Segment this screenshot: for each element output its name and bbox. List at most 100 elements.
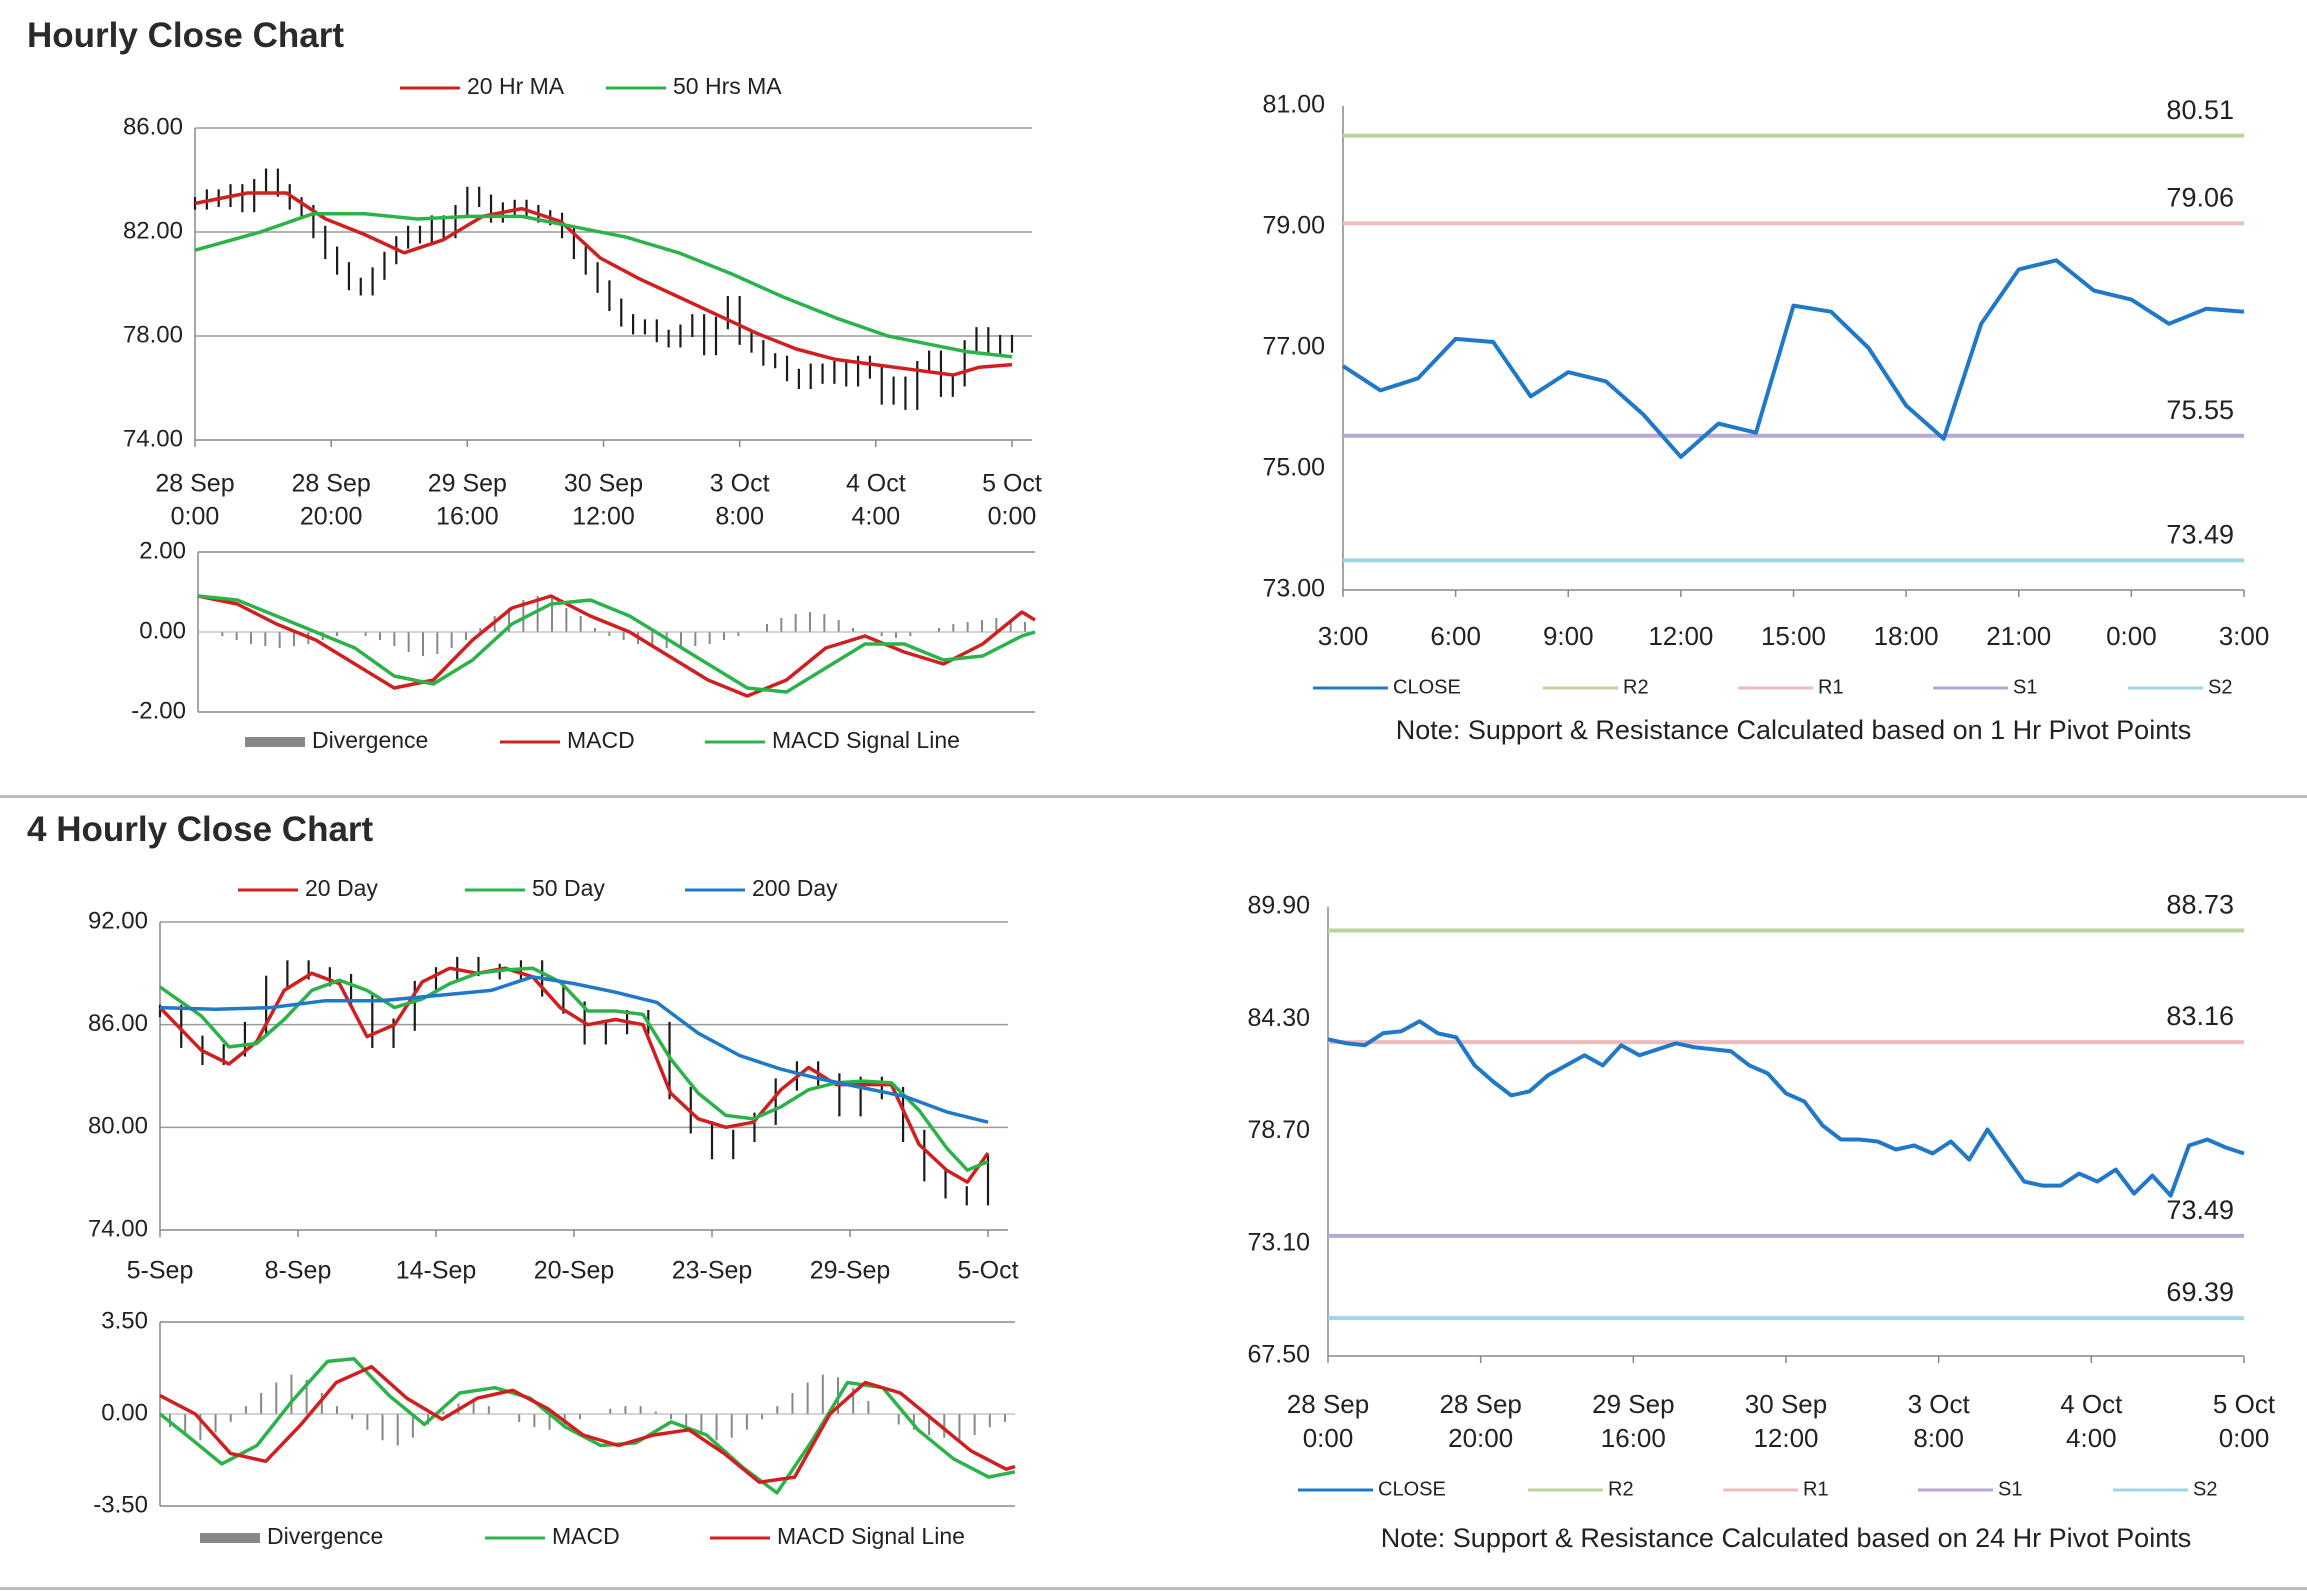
- four-hourly-macd-ytick-label: 0.00: [101, 1399, 148, 1426]
- four-hourly-price-ytick-label: 74.00: [88, 1215, 148, 1242]
- four-hourly-price-xtick-label: 8-Sep: [265, 1257, 332, 1285]
- hourly-price-ytick-label: 78.00: [123, 321, 183, 348]
- hourly-pivot-ytick-label: 77.00: [1262, 333, 1325, 361]
- hourly-macd-legend-0-label: Divergence: [312, 727, 428, 753]
- hourly-pivot-xtick-label: 3:00: [2219, 621, 2270, 651]
- hourly-price-legend-1-label: 50 Hrs MA: [673, 73, 782, 99]
- four-hourly-pivot-ytick-label: 78.70: [1247, 1116, 1310, 1144]
- hourly-price-xtick-label: 29 Sep: [428, 470, 507, 498]
- hourly-pivot-legend-label-r2: R2: [1623, 676, 1649, 698]
- bottom-divider: [0, 1587, 2307, 1590]
- four-hourly-price-ytick-label: 92.00: [88, 907, 148, 934]
- hourly-pivot-note: Note: Support & Resistance Calculated ba…: [1396, 715, 2191, 745]
- four-hourly-pivot-level-label-r1: 83.16: [2166, 1001, 2234, 1031]
- four-hourly-pivot-legend-label-s2: S2: [2193, 1478, 2217, 1500]
- four-hourly-pivot-legend-label-s1: S1: [1998, 1478, 2022, 1500]
- four-hourly-pivot-xtick-label: 28 Sep: [1287, 1389, 1369, 1419]
- four-hourly-pivot-level-label-s1: 73.49: [2166, 1195, 2234, 1225]
- four-hourly-pivot-level-label-r2: 88.73: [2166, 890, 2234, 920]
- hourly-price-xtick-label: 28 Sep: [292, 470, 371, 498]
- hourly-macd-ytick-label: 0.00: [139, 617, 186, 644]
- four-hourly-price-legend-2-label: 200 Day: [752, 875, 838, 901]
- four-hourly-pivot-xtick-label: 4 Oct: [2060, 1389, 2123, 1419]
- four-hourly-pivot-ytick-label: 84.30: [1247, 1004, 1310, 1032]
- hourly-price-xtick-label: 8:00: [715, 503, 764, 531]
- hourly-macd-series-macd-signal-line: [197, 594, 1036, 694]
- four-hourly-macd-series-macd: [158, 1357, 1016, 1495]
- hourly-price-series-20-hr-ma: [194, 191, 1013, 377]
- hourly-price-xtick-label: 4 Oct: [846, 470, 906, 498]
- four-hourly-price-legend-1-label: 50 Day: [532, 875, 605, 901]
- hourly-pivot-level-label-s2: 73.49: [2166, 519, 2234, 549]
- hourly-pivot-legend-label-close: CLOSE: [1393, 676, 1461, 698]
- hourly-price-ytick-label: 74.00: [123, 425, 183, 452]
- hourly-pivot-ytick-label: 79.00: [1262, 212, 1325, 240]
- four-hourly-pivot-legend-label-r2: R2: [1608, 1478, 1634, 1500]
- hourly-pivot-level-label-r2: 80.51: [2166, 95, 2234, 125]
- four-hourly-price-xtick-label: 20-Sep: [534, 1257, 615, 1285]
- four-hourly-pivot-legend-label-r1: R1: [1803, 1478, 1829, 1500]
- four-hourly-pivot-ytick-label: 67.50: [1247, 1341, 1310, 1369]
- four-hourly-pivot-xtick-label: 29 Sep: [1592, 1389, 1674, 1419]
- hourly-macd-legend-2-label: MACD Signal Line: [772, 727, 960, 753]
- hourly-price-legend-0-label: 20 Hr MA: [467, 73, 565, 99]
- hourly-pivot-ytick-label: 75.00: [1262, 454, 1325, 482]
- four-hourly-macd-legend-0-label: Divergence: [267, 1523, 383, 1549]
- hourly-price-xtick-label: 12:00: [572, 503, 635, 531]
- four-hourly-pivot-xtick-label: 0:00: [2219, 1423, 2270, 1453]
- four-hourly-pivot-xtick-label: 8:00: [1913, 1423, 1964, 1453]
- four-hourly-price-series-20-day: [158, 966, 990, 1184]
- four-hourly-price-xtick-label: 23-Sep: [672, 1257, 753, 1285]
- hourly-pivot-ytick-label: 73.00: [1262, 575, 1325, 603]
- hourly-price-xtick-label: 0:00: [171, 503, 220, 531]
- hourly-pivot-level-label-r1: 79.06: [2166, 182, 2234, 212]
- four-hourly-pivot-xtick-label: 0:00: [1303, 1423, 1354, 1453]
- hourly-macd-legend-0-swatch: [245, 737, 305, 747]
- hourly-pivot-legend-label-s1: S1: [2013, 676, 2037, 698]
- hourly-pivot-legend-label-s2: S2: [2208, 676, 2232, 698]
- hourly-price-ytick-label: 86.00: [123, 113, 183, 140]
- four-hourly-pivot-xtick-label: 16:00: [1601, 1423, 1666, 1453]
- four-hourly-price-ytick-label: 80.00: [88, 1113, 148, 1140]
- four-hourly-pivot-legend-label-close: CLOSE: [1378, 1478, 1446, 1500]
- four-hourly-pivot-xtick-label: 20:00: [1448, 1423, 1513, 1453]
- four-hourly-pivot-level-label-s2: 69.39: [2166, 1277, 2234, 1307]
- four-hourly-macd-legend-1-label: MACD: [552, 1523, 620, 1549]
- hourly-pivot-xtick-label: 9:00: [1543, 621, 1594, 651]
- four-hourly-price-xtick-label: 14-Sep: [396, 1257, 477, 1285]
- four-hourly-pivot-xtick-label: 30 Sep: [1745, 1389, 1827, 1419]
- hourly-price-ytick-label: 82.00: [123, 217, 183, 244]
- hourly-pivot-xtick-label: 6:00: [1430, 621, 1481, 651]
- hourly-macd-series-macd: [197, 594, 1036, 698]
- four-hourly-price-legend-0-label: 20 Day: [305, 875, 378, 901]
- hourly-price-xtick-label: 28 Sep: [155, 470, 234, 498]
- four-hourly-macd-ytick-label: 3.50: [101, 1307, 148, 1334]
- hourly-pivot-ytick-label: 81.00: [1262, 91, 1325, 119]
- hourly-pivot-xtick-label: 3:00: [1318, 621, 1369, 651]
- four-hourly-pivot-note: Note: Support & Resistance Calculated ba…: [1381, 1523, 2191, 1553]
- four-hourly-price-xtick-label: 29-Sep: [810, 1257, 891, 1285]
- hourly-price-xtick-label: 5 Oct: [982, 470, 1042, 498]
- four-hourly-price-ytick-label: 86.00: [88, 1010, 148, 1037]
- hourly-pivot-series-close: [1341, 258, 2245, 459]
- hourly-pivot-xtick-label: 18:00: [1874, 621, 1939, 651]
- four-hourly-pivot-xtick-label: 12:00: [1753, 1423, 1818, 1453]
- four-hourly-macd-ytick-label: -3.50: [93, 1491, 148, 1518]
- four-hourly-pivot-ytick-label: 89.90: [1247, 892, 1310, 920]
- four-hourly-price-series-200-day: [159, 975, 989, 1124]
- four-hourly-pivot-xtick-label: 4:00: [2066, 1423, 2117, 1453]
- hourly-macd-ytick-label: 2.00: [139, 537, 186, 564]
- hourly-price-xtick-label: 3 Oct: [710, 470, 770, 498]
- section-divider: [0, 795, 2307, 798]
- hourly-macd-legend-1-label: MACD: [567, 727, 635, 753]
- hourly-pivot-legend-label-r1: R1: [1818, 676, 1844, 698]
- four-hourly-price-xtick-label: 5-Oct: [957, 1257, 1018, 1285]
- four-hourly-pivot-xtick-label: 5 Oct: [2213, 1389, 2276, 1419]
- hourly-price-xtick-label: 16:00: [436, 503, 499, 531]
- four-hourly-pivot-ytick-label: 73.10: [1247, 1228, 1310, 1256]
- four-hourly-pivot-series-close: [1327, 1019, 2245, 1198]
- hourly-pivot-xtick-label: 12:00: [1648, 621, 1713, 651]
- section-title-hourly: Hourly Close Chart: [27, 16, 344, 55]
- hourly-pivot-xtick-label: 21:00: [1986, 621, 2051, 651]
